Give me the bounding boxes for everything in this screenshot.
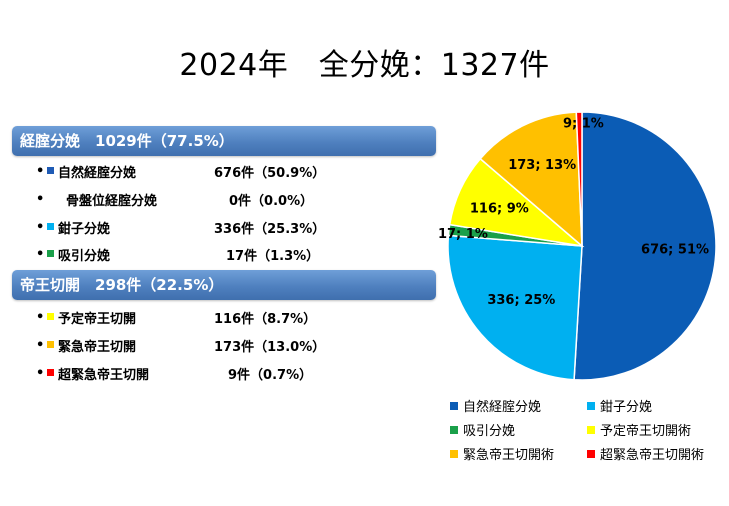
item-value: 17件（1.3%） [226,249,320,264]
vaginal-delivery-header: 経腟分娩 1029件（77.5%） [12,126,436,156]
legend-label: 予定帝王切開術 [600,424,692,439]
bullet-icon: • [36,310,45,325]
legend-item-vacuum: 吸引分娩 [450,420,515,439]
legend-label: 緊急帝王切開術 [463,448,555,463]
legend-swatch-icon [587,450,595,458]
data-label-emergency: 173; 13% [508,158,576,173]
slice-forceps [447,234,583,381]
legend-item-planned: 予定帝王切開術 [587,420,691,439]
legend-swatch-icon [450,402,458,410]
color-square-icon [47,341,54,348]
bullet-icon: • [36,366,45,381]
data-label-forceps: 336; 25% [487,293,555,308]
item-label: 緊急帝王切開 [58,340,137,355]
legend-swatch-icon [450,450,458,458]
legend-item-super-emergency: 超緊急帝王切開術 [587,444,704,463]
data-label-super-emergency: 9; 1% [563,117,604,132]
color-square-icon [47,223,54,230]
bullet-icon: • [36,164,45,179]
slice-super-emergency [575,111,583,247]
item-label: 超緊急帝王切開 [58,368,150,383]
item-value: 336件（25.3%） [214,222,326,237]
item-value: 676件（50.9%） [214,166,326,181]
legend-item-emergency: 緊急帝王切開術 [450,444,554,463]
legend-swatch-icon [587,402,595,410]
bullet-icon: • [36,247,45,262]
legend-label: 自然経腟分娩 [463,400,542,415]
item-label: 吸引分娩 [58,249,111,264]
item-value: 9件（0.7%） [228,368,313,383]
item-label: 予定帝王切開 [58,312,137,327]
legend-label: 吸引分娩 [463,424,516,439]
slice-emergency [479,111,583,248]
item-value: 116件（8.7%） [214,312,317,327]
color-square-icon [47,369,54,376]
data-label-planned: 116; 9% [470,202,529,217]
color-square-icon [47,250,54,257]
bullet-icon: • [36,220,45,235]
legend-label: 超緊急帝王切開術 [600,448,705,463]
legend-swatch-icon [587,426,595,434]
bullet-icon: • [36,338,45,353]
cesarean-header: 帝王切開 298件（22.5%） [12,270,436,300]
color-square-icon [47,313,54,320]
color-square-icon [47,167,54,174]
item-label: 鉗子分娩 [58,222,111,237]
item-value: 0件（0.0%） [229,194,314,209]
data-label-vacuum: 17; 1% [438,227,488,242]
legend-swatch-icon [450,426,458,434]
data-label-natural: 676; 51% [641,242,709,257]
item-label: 骨盤位経腟分娩 [66,194,158,209]
item-value: 173件（13.0%） [214,340,326,355]
slice-natural [573,111,717,381]
item-label: 自然経腟分娩 [58,166,137,181]
chart-title: 2024年 全分娩：1327件 [179,48,550,83]
bullet-icon: • [36,192,45,207]
legend-item-natural: 自然経腟分娩 [450,396,541,415]
legend-item-forceps: 鉗子分娩 [587,396,652,415]
legend-label: 鉗子分娩 [600,400,653,415]
